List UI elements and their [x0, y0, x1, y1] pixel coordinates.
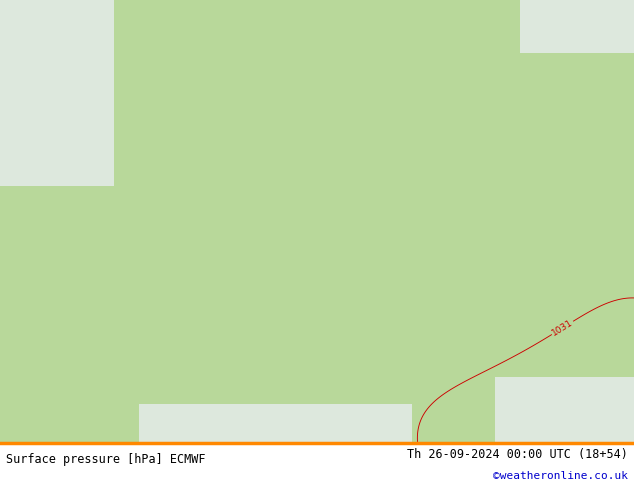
Polygon shape	[495, 377, 634, 443]
Text: Th 26-09-2024 00:00 UTC (18+54): Th 26-09-2024 00:00 UTC (18+54)	[407, 448, 628, 461]
Text: 1031: 1031	[550, 318, 574, 338]
Text: ©weatheronline.co.uk: ©weatheronline.co.uk	[493, 471, 628, 481]
Polygon shape	[139, 404, 412, 443]
Text: Surface pressure [hPa] ECMWF: Surface pressure [hPa] ECMWF	[6, 453, 206, 466]
